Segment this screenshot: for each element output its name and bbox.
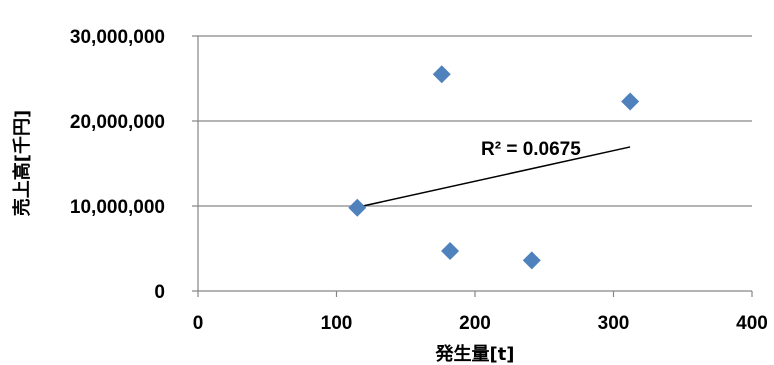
data-point-0-2	[441, 242, 460, 261]
data-point-0-0	[348, 198, 367, 217]
gridlines	[198, 35, 752, 207]
y-axis-title: 売上高[千円]	[11, 110, 33, 216]
trendline	[357, 146, 631, 209]
axes	[192, 35, 753, 297]
data-point-0-4	[621, 92, 640, 111]
x-tick-label-3: 300	[598, 313, 630, 334]
y-tick-label-3: 30,000,000	[70, 27, 165, 48]
x-tick-label-4: 400	[736, 313, 768, 334]
trendline-group	[357, 146, 631, 209]
x-axis-title: 発生量[t]	[434, 343, 514, 365]
data-point-0-1	[432, 65, 451, 84]
x-tick-label-0: 0	[193, 313, 204, 334]
tick-labels: 0 100 200 300 400 0 10,000,000 20,000,000 30,000…	[70, 27, 768, 334]
y-tick-label-2: 20,000,000	[70, 112, 165, 133]
x-tick-label-1: 100	[321, 313, 353, 334]
r-squared-label: R² = 0.0675	[481, 139, 581, 160]
data-point-0-3	[522, 251, 541, 270]
x-tick-label-2: 200	[459, 313, 491, 334]
data-points	[348, 65, 640, 270]
y-tick-label-0: 0	[154, 282, 165, 303]
y-tick-label-1: 10,000,000	[70, 197, 165, 218]
